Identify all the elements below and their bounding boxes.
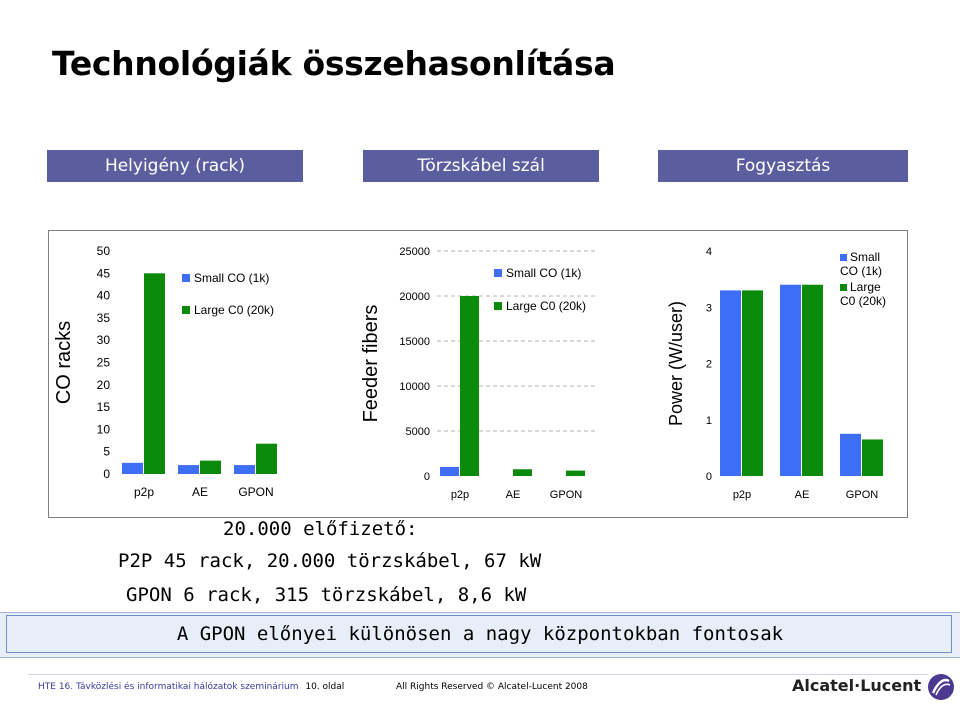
- chart1-ytick: 45: [97, 266, 111, 280]
- chart3-bar-GPON-small: [840, 433, 861, 476]
- footer-event: HTE 16. Távközlési és informatikai hálóz…: [38, 682, 344, 692]
- chart1-ytick: 5: [103, 445, 110, 459]
- summary-line-2: P2P 45 rack, 20.000 törzskábel, 67 kW: [118, 550, 542, 572]
- summary-line-3: GPON 6 rack, 315 törzskábel, 8,6 kW: [126, 584, 527, 606]
- chart1-bar-GPON-small: [234, 465, 255, 474]
- header-power: Fogyasztás: [658, 150, 908, 182]
- chart2-bar-p2p-small: [440, 467, 459, 476]
- footer: [0, 664, 960, 716]
- chart2-ytick: 15000: [399, 336, 430, 348]
- chart3-bar-GPON-large: [862, 439, 883, 476]
- header-fiber: Törzskábel szál: [363, 150, 599, 182]
- chart3-bar-AE-small: [780, 284, 801, 476]
- footer-seminar: Távközlési és informatikai hálózatok sze…: [73, 682, 299, 692]
- chart1-ytick: 0: [103, 467, 110, 481]
- chart2-ytick: 25000: [399, 246, 430, 258]
- logo-text: Alcatel·Lucent: [792, 676, 922, 695]
- chart1-ytick: 50: [97, 244, 111, 258]
- chart2-ytick: 5000: [406, 426, 430, 438]
- chart2-ylabel: Feeder fibers: [360, 305, 382, 423]
- chart1-bar-AE-large: [200, 460, 221, 474]
- chart2-ytick: 0: [424, 471, 430, 483]
- chart3-category-label: p2p: [733, 489, 751, 501]
- chart2-legend-label-large: Large C0 (20k): [506, 299, 586, 313]
- chart2-legend-swatch-small: [494, 269, 502, 277]
- chart1-ylabel: CO racks: [53, 321, 75, 404]
- chart1-legend-label-large: Large C0 (20k): [194, 303, 274, 317]
- footer-page: 10. oldal: [305, 682, 345, 692]
- conclusion-banner: A GPON előnyei különösen a nagy központo…: [0, 612, 960, 658]
- chart1-category-label: AE: [192, 485, 208, 499]
- summary-line-1: 20.000 előfizető:: [223, 518, 418, 540]
- chart3-category-label: GPON: [846, 489, 878, 501]
- chart1-legend-swatch-large: [182, 306, 190, 314]
- chart1-bar-AE-small: [178, 465, 199, 474]
- chart1-ytick: 30: [97, 333, 111, 347]
- chart3-bar-p2p-large: [742, 290, 763, 476]
- chart2-bar-GPON-large: [566, 470, 585, 476]
- chart3-legend-swatch-large: [840, 284, 847, 291]
- chart2-legend-swatch-large: [494, 302, 502, 310]
- page-title: Technológiák összehasonlítása: [52, 44, 616, 83]
- footer-hte: HTE 16.: [38, 682, 74, 692]
- chart3-category-label: AE: [795, 489, 810, 501]
- chart3-bar-AE-large: [802, 284, 823, 476]
- chart3-ytick: 0: [706, 471, 712, 483]
- chart1-bar-p2p-large: [144, 273, 165, 474]
- chart1-ytick: 40: [97, 289, 111, 303]
- chart2-ytick: 20000: [399, 291, 430, 303]
- chart2-bar-AE-large: [513, 469, 532, 476]
- chart3-ytick: 2: [706, 359, 712, 371]
- chart1-ytick: 35: [97, 311, 111, 325]
- chart2-category-label: GPON: [550, 489, 582, 501]
- chart1-ytick: 25: [97, 356, 111, 370]
- banner-text: A GPON előnyei különösen a nagy központo…: [176, 623, 784, 645]
- chart3-ytick: 4: [706, 246, 712, 258]
- chart3-legend-label-large: Large C0 (20k): [840, 280, 886, 308]
- chart2-category-label: p2p: [451, 489, 469, 501]
- chart2-bar-p2p-large: [460, 296, 479, 476]
- chart3-ytick: 1: [706, 415, 712, 427]
- chart1-ytick: 10: [97, 422, 111, 436]
- chart1-bar-p2p-small: [122, 462, 143, 474]
- header-space: Helyigény (rack): [47, 150, 303, 182]
- chart3-legend-label-small: Small CO (1k): [840, 250, 882, 278]
- chart1-category-label: p2p: [134, 485, 154, 499]
- chart1-legend-label-small: Small CO (1k): [194, 271, 269, 285]
- chart2-ytick: 10000: [399, 381, 430, 393]
- chart3-ytick: 3: [706, 302, 712, 314]
- chart2-legend-label-small: Small CO (1k): [506, 266, 581, 280]
- chart1-legend-swatch-small: [182, 274, 190, 282]
- chart3-ylabel: Power (W/user): [666, 301, 686, 426]
- logo-icon: [928, 674, 954, 700]
- footer-copyright: All Rights Reserved © Alcatel-Lucent 200…: [396, 682, 588, 692]
- chart1-ytick: 20: [97, 378, 111, 392]
- chart3-bar-p2p-small: [720, 290, 741, 476]
- chart1-category-label: GPON: [238, 485, 273, 499]
- chart1-bar-GPON-large: [256, 443, 277, 474]
- chart2-category-label: AE: [506, 489, 521, 501]
- chart3-legend-swatch-small: [840, 254, 847, 261]
- chart1-ytick: 15: [97, 400, 111, 414]
